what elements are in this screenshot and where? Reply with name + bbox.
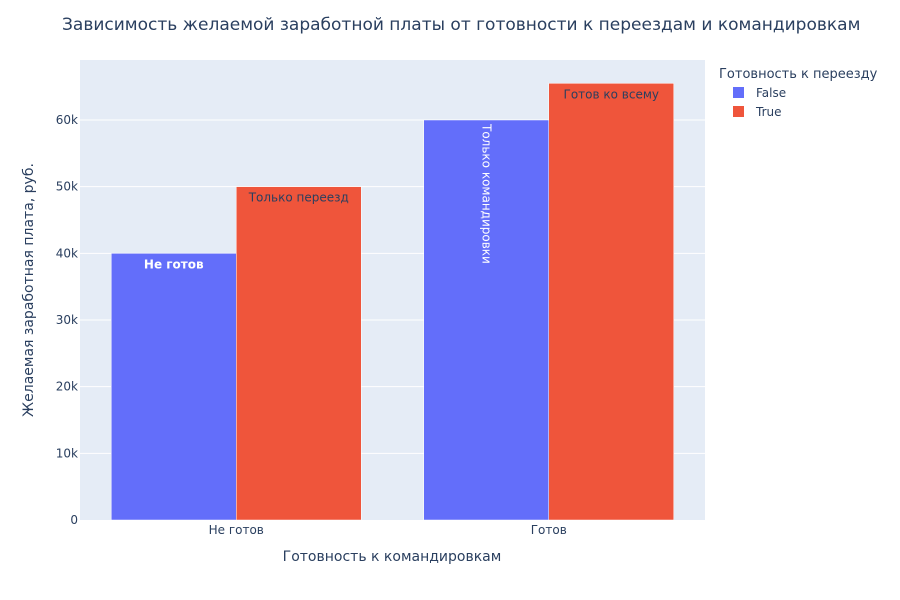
legend-item-label: True [755,105,782,119]
y-tick-label: 10k [56,446,78,460]
legend-title: Готовность к переезду [719,67,878,82]
bar [236,186,362,521]
bar-label: Только переезд [248,191,349,205]
y-tick-label: 40k [56,246,78,260]
y-tick-label: 30k [56,313,78,327]
bars [111,83,674,521]
bar [111,253,237,521]
bar-label: Не готов [144,257,204,271]
bar-label: Только командировки [479,123,493,264]
x-tick-label: Готов [531,523,567,537]
y-tick-label: 0 [70,513,78,527]
x-tick-label: Не готов [209,523,264,537]
legend-swatch [733,87,744,98]
bar-labels: Не готов Только переезд Только командировк… [144,87,659,271]
chart-title: Зависимость желаемой заработной платы от… [62,15,860,35]
bar-label: Готов ко всему [564,87,660,101]
legend-item-label: False [756,86,786,100]
x-axis-ticks: Не готов Готов [209,523,567,537]
x-axis-title: Готовность к командировкам [283,549,502,565]
legend-swatch [733,106,744,117]
bar [423,119,549,521]
legend: Готовность к переезду False True [719,67,878,119]
y-axis-title: Желаемая заработная плата, руб. [21,163,37,417]
y-tick-label: 20k [56,380,78,394]
bar [548,83,674,521]
y-axis-ticks: 0 10k 20k 30k 40k 50k 60k [56,113,78,527]
y-tick-label: 50k [56,180,78,194]
y-tick-label: 60k [56,113,78,127]
